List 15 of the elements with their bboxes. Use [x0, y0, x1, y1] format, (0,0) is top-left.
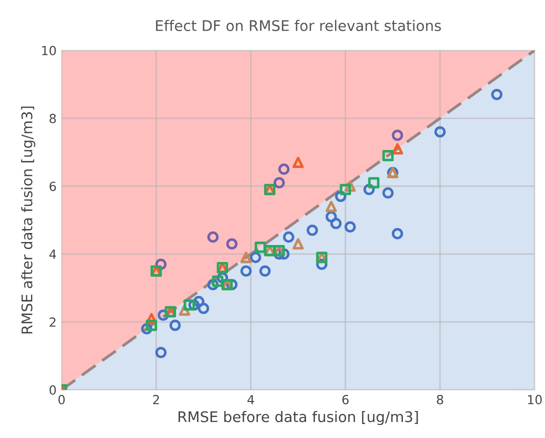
x-tick-label: 0: [58, 394, 65, 404]
x-tick-label: 10: [528, 394, 542, 404]
chart-title: Effect DF on RMSE for relevant stations: [156, 20, 441, 32]
x-tick-label: 2: [153, 394, 159, 404]
y-tick-label: 10: [42, 46, 56, 56]
y-tick-label: 0: [50, 385, 56, 395]
y-tick-label: 6: [50, 182, 56, 192]
y-axis-title: RMSE after data fusion [ug/m3]: [21, 106, 36, 334]
x-tick-label: 4: [247, 395, 254, 404]
y-tick-label: 2: [50, 317, 56, 327]
x-tick-label: 6: [342, 394, 349, 404]
x-axis-title: RMSE before data fusion [ug/m3]: [178, 410, 418, 426]
y-tick-label: 8: [50, 114, 56, 124]
x-tick-label: 8: [436, 394, 444, 404]
y-tick-label: 4: [49, 250, 56, 259]
